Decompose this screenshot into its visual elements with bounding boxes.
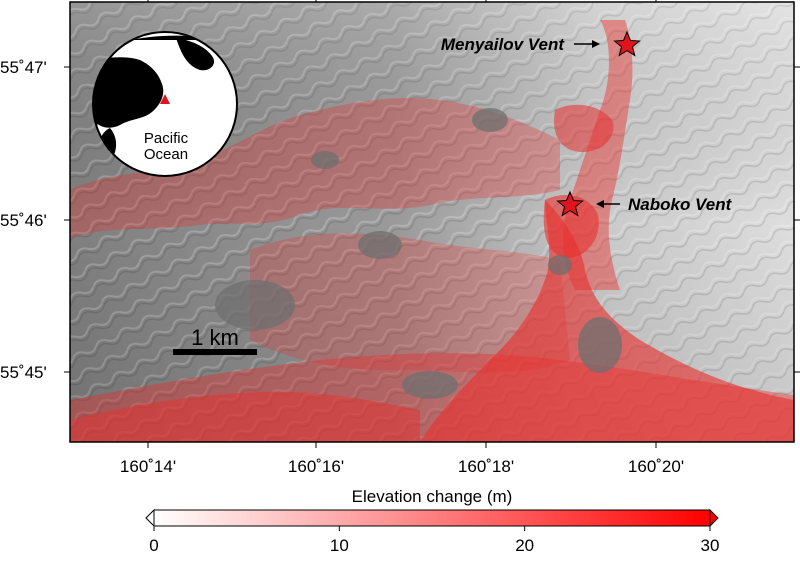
scale-bar-label: 1 km — [191, 325, 239, 350]
deposit-southwest-fringe — [70, 391, 420, 442]
x-tick-label: 160˚14' — [120, 457, 176, 476]
inset-location-marker — [160, 94, 170, 104]
colorbar-min-arrow — [145, 508, 155, 528]
scale-bar-line — [173, 349, 257, 355]
x-tick-label: 160˚20' — [628, 457, 684, 476]
x-axis-labels: 160˚14' 160˚16' 160˚18' 160˚20' — [120, 457, 684, 476]
map-frame — [69, 1, 795, 443]
vent-arrowhead — [596, 200, 604, 208]
colorbar-tick-label: 10 — [330, 536, 349, 555]
vent-label-menyailov: Menyailov Vent — [441, 35, 565, 54]
deposit-menyailov-lobe — [554, 104, 614, 153]
colorbar-tick-label: 30 — [701, 536, 720, 555]
x-tick-label: 160˚18' — [458, 457, 514, 476]
vent-label-naboko: Naboko Vent — [628, 195, 733, 214]
crater — [548, 255, 572, 275]
deposit-central-flow — [250, 233, 570, 373]
globe-inset: Pacific Ocean — [92, 31, 238, 177]
deposit-west-flow — [70, 98, 560, 238]
y-tick-label: 55˚46' — [0, 211, 47, 230]
vent-star-icon — [556, 190, 584, 217]
vent-star-icon — [613, 30, 641, 57]
colorbar-tick-label: 20 — [515, 536, 534, 555]
colorbar: Elevation change (m) 0 10 20 30 — [145, 487, 719, 555]
craters — [215, 108, 622, 399]
map-area — [70, 2, 794, 442]
vent-menyailov: Menyailov Vent — [441, 30, 641, 57]
x-tick-label: 160˚16' — [288, 457, 344, 476]
deposit-naboko-lobe — [543, 195, 599, 258]
crater — [215, 280, 295, 330]
y-tick-label: 55˚45' — [0, 363, 47, 382]
y-axis-labels: 55˚47' 55˚46' 55˚45' — [0, 58, 47, 382]
inset-label-line2: Ocean — [144, 146, 188, 163]
crater — [311, 151, 339, 169]
scale-bar: 1 km — [173, 325, 257, 355]
vent-naboko: Naboko Vent — [556, 190, 733, 217]
crater — [358, 231, 402, 259]
colorbar-max-arrow — [709, 508, 719, 528]
colorbar-tick-label: 0 — [149, 536, 158, 555]
colorbar-title: Elevation change (m) — [352, 487, 513, 506]
inset-label-line1: Pacific — [144, 130, 189, 147]
colorbar-ticks: 0 10 20 30 — [149, 526, 719, 555]
crater — [472, 108, 508, 132]
axis-ticks — [64, 0, 800, 448]
colorbar-gradient — [153, 509, 711, 527]
crater — [402, 371, 458, 399]
vent-arrowhead — [592, 40, 600, 48]
crater — [578, 317, 622, 373]
y-tick-label: 55˚47' — [0, 58, 47, 77]
